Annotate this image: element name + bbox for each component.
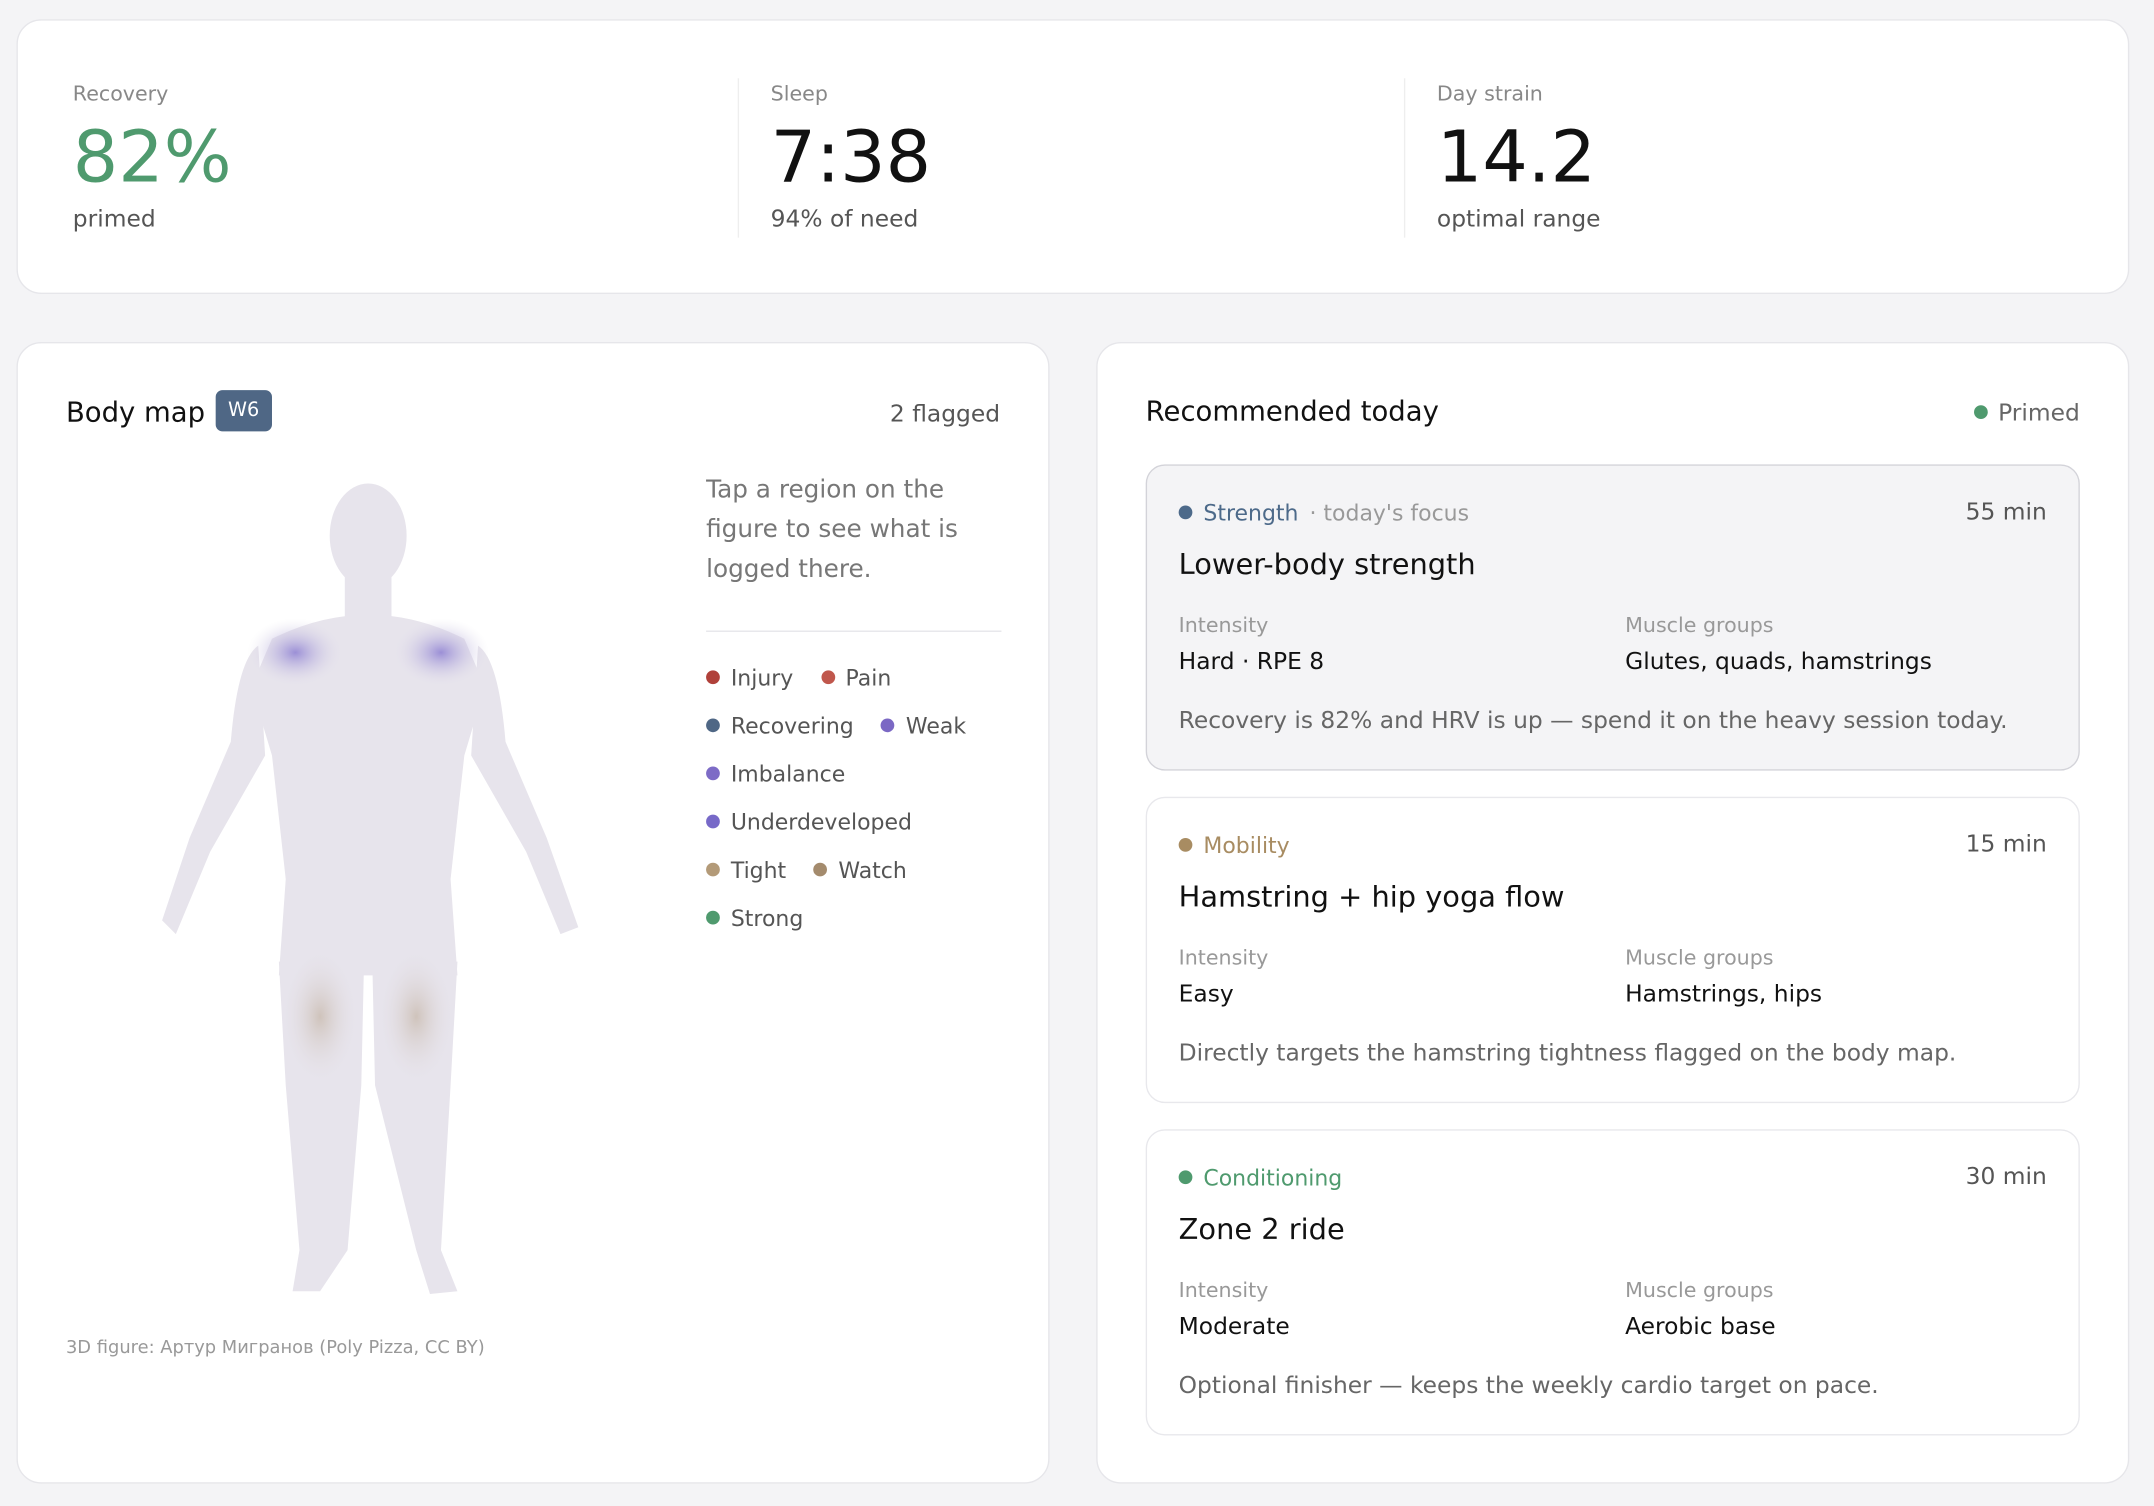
stats-card: Recovery 82% primed Sleep 7:38 94% of need Day… <box>16 19 2130 294</box>
legend-row: Recovering Weak <box>706 713 993 739</box>
legend-dot <box>881 718 895 733</box>
category-label: Strength <box>1203 500 1299 527</box>
workout-title: Zone 2 ride <box>1178 1212 1345 1246</box>
divider <box>1403 78 1406 238</box>
workout-card[interactable]: Strength · today's focus 55 min Lower-body … <box>1145 464 2080 771</box>
field-label: Muscle groups <box>1625 612 1774 638</box>
legend-label: Pain <box>845 664 892 691</box>
stat-note: primed <box>72 206 156 234</box>
legend-dot <box>706 718 720 733</box>
muscle-groups: Aerobic base <box>1625 1313 1776 1341</box>
category-dot <box>1178 505 1193 520</box>
legend-label: Watch <box>838 857 907 884</box>
workout-note: Optional finisher — keeps the weekly car… <box>1178 1372 1879 1400</box>
legend-item[interactable]: Watch <box>813 857 907 884</box>
stat-note: 94% of need <box>770 206 919 234</box>
body-figure[interactable] <box>141 481 608 1305</box>
legend-label: Imbalance <box>730 761 846 788</box>
stat-note: optimal range <box>1436 206 1601 234</box>
field-label: Intensity <box>1178 945 1269 970</box>
legend-dot <box>706 814 720 829</box>
workout-card[interactable]: Conditioning 30 min Zone 2 ride Intensity Mo… <box>1145 1129 2080 1436</box>
body-map-card: Body map W6 2 flagged Tap a region on th… <box>16 342 1050 1484</box>
divider <box>737 78 740 238</box>
stat-value: 14.2 <box>1436 116 1596 200</box>
body-map-hint: Tap a region on the figure to see what i… <box>706 475 958 584</box>
divider <box>706 630 1002 632</box>
workout-title: Lower-body strength <box>1178 548 1476 582</box>
week-badge[interactable]: W6 <box>215 390 272 432</box>
legend-row: Imbalance <box>706 761 873 787</box>
intensity: Hard · RPE 8 <box>1178 648 1325 676</box>
hamstring-flag[interactable] <box>377 947 455 1086</box>
workout-note: Directly targets the hamstring tightness… <box>1178 1039 1957 1068</box>
legend-item[interactable]: Imbalance <box>706 761 845 787</box>
legend-dot <box>813 862 828 877</box>
field-label: Intensity <box>1178 1277 1269 1303</box>
legend-row: Underdeveloped <box>706 809 939 835</box>
duration: 30 min <box>1965 1163 2047 1192</box>
workout-note: Recovery is 82% and HRV is up — spend it… <box>1178 707 2008 735</box>
figure-silhouette <box>162 483 579 1295</box>
legend-item[interactable]: Strong <box>706 905 803 931</box>
legend-row: Injury Pain <box>706 665 919 691</box>
category-dot <box>1178 837 1193 852</box>
legend-item[interactable]: Underdeveloped <box>706 809 912 835</box>
focus-tag: · today's focus <box>1309 500 1470 527</box>
category-label: Mobility <box>1203 832 1290 859</box>
stat-value: 7:38 <box>770 116 932 200</box>
workout-card[interactable]: Mobility 15 min Hamstring + hip yoga flow I… <box>1145 796 2080 1104</box>
body-map-title: Body map <box>65 395 206 429</box>
stat-label: Sleep <box>770 81 828 106</box>
muscle-groups: Hamstrings, hips <box>1625 980 1823 1009</box>
stat-label: Day strain <box>1436 81 1543 106</box>
legend-item[interactable]: Pain <box>820 664 892 691</box>
legend-label: Strong <box>730 905 804 932</box>
duration: 15 min <box>1965 831 2047 859</box>
legend-label: Recovering <box>730 712 854 740</box>
shoulder-flag[interactable] <box>392 618 490 687</box>
legend-dot <box>706 670 720 685</box>
workout-category: Conditioning <box>1178 1164 1343 1192</box>
legend-dot <box>706 862 720 877</box>
legend-dot <box>706 766 720 781</box>
duration: 55 min <box>1965 498 2047 527</box>
category-dot <box>1178 1170 1193 1185</box>
legend-label: Injury <box>730 664 794 691</box>
stat-label: Recovery <box>72 81 169 106</box>
legend-item[interactable]: Tight <box>706 857 786 883</box>
recommendations-card: Recommended today Primed Strength · today… <box>1096 342 2130 1484</box>
legend-row: Tight Watch <box>706 857 934 883</box>
status-dot <box>1973 405 1988 419</box>
legend-label: Weak <box>905 712 967 740</box>
field-label: Muscle groups <box>1625 1277 1774 1303</box>
intensity: Easy <box>1178 980 1234 1009</box>
legend-label: Tight <box>730 857 787 884</box>
status: Primed <box>1973 399 2080 428</box>
legend-label: Underdeveloped <box>730 809 912 836</box>
status-label: Primed <box>1998 399 2080 428</box>
field-label: Muscle groups <box>1625 945 1774 970</box>
figure-credit: 3D figure: Артур Мигранов (Poly Pizza, C… <box>65 1338 485 1359</box>
workout-title: Hamstring + hip yoga flow <box>1178 880 1565 914</box>
legend-item[interactable]: Recovering <box>706 713 854 739</box>
legend-row: Strong <box>706 905 831 931</box>
recommendations-title: Recommended today <box>1145 394 1439 428</box>
category-label: Conditioning <box>1203 1164 1343 1192</box>
flagged-count: 2 flagged <box>889 401 1001 429</box>
field-label: Intensity <box>1178 612 1269 638</box>
workout-category: Mobility <box>1178 832 1290 859</box>
workout-category: Strength · today's focus <box>1178 500 1470 527</box>
shoulder-flag[interactable] <box>247 618 344 687</box>
muscle-groups: Glutes, quads, hamstrings <box>1625 648 1932 676</box>
legend-item[interactable]: Weak <box>881 713 966 739</box>
legend-item[interactable]: Injury <box>706 665 793 691</box>
intensity: Moderate <box>1178 1313 1290 1341</box>
hamstring-flag[interactable] <box>281 947 359 1086</box>
stat-value: 82% <box>72 116 232 200</box>
legend-dot <box>706 910 720 925</box>
legend-dot <box>820 670 835 685</box>
